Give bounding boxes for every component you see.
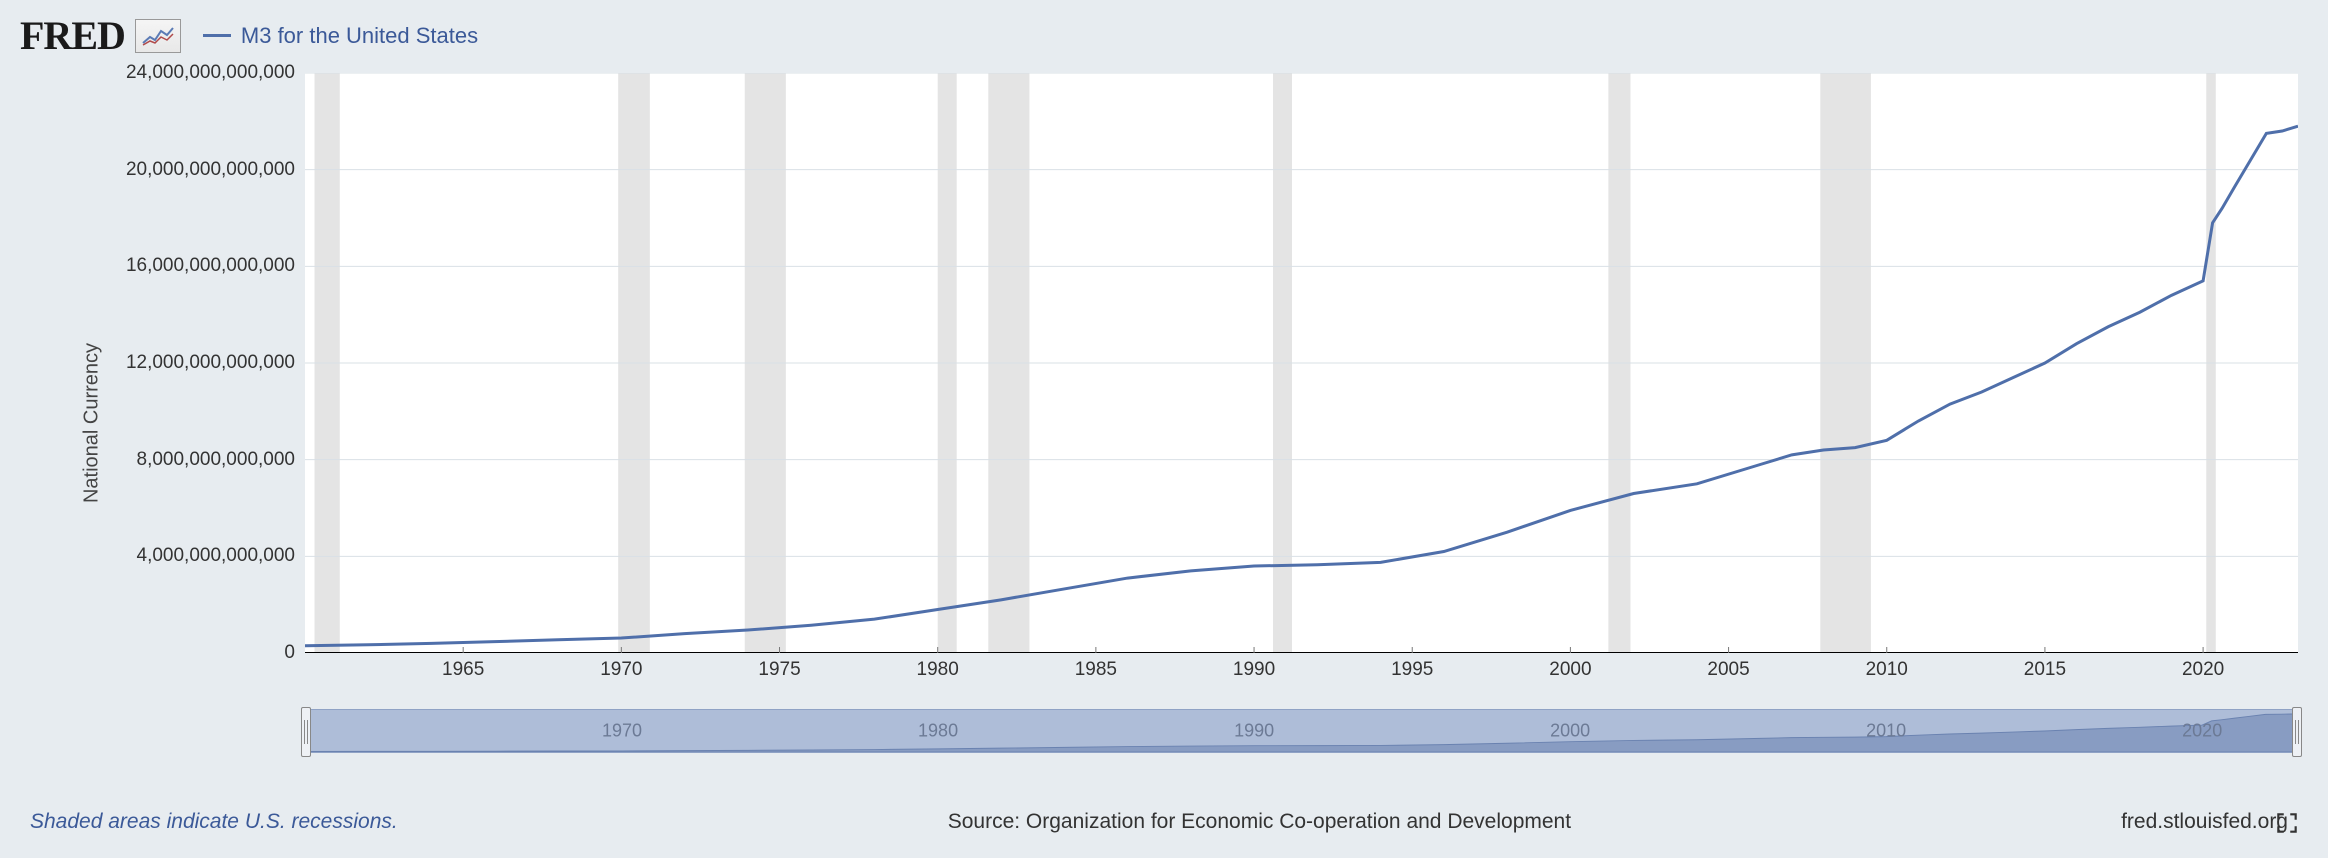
navigator-tick-label: 1970: [602, 721, 642, 742]
recession-note: Shaded areas indicate U.S. recessions.: [30, 810, 398, 834]
x-tick-label: 1965: [442, 659, 484, 681]
x-tick-label: 1975: [758, 659, 800, 681]
range-handle-right[interactable]: [2292, 707, 2302, 757]
x-tick-label: 2020: [2182, 659, 2224, 681]
x-tick-label: 1985: [1075, 659, 1117, 681]
x-tick-label: 2005: [1707, 659, 1749, 681]
x-tick-label: 2015: [2024, 659, 2066, 681]
navigator-tick-label: 2020: [2182, 721, 2222, 742]
x-tick-label: 1970: [600, 659, 642, 681]
y-tick-label: 12,000,000,000,000: [60, 352, 295, 374]
navigator-tick-label: 2010: [1866, 721, 1906, 742]
y-tick-label: 24,000,000,000,000: [60, 62, 295, 84]
fred-logo-chart-icon: [135, 19, 181, 53]
chart-footer: Shaded areas indicate U.S. recessions. S…: [30, 810, 2288, 834]
chart-header: FRED M3 for the United States: [0, 0, 2328, 67]
y-tick-label: 4,000,000,000,000: [60, 545, 295, 567]
legend-item[interactable]: M3 for the United States: [203, 23, 478, 49]
x-tick-label: 1990: [1233, 659, 1275, 681]
navigator-tick-label: 2000: [1550, 721, 1590, 742]
fullscreen-icon[interactable]: [2274, 810, 2300, 836]
legend-color-swatch: [203, 34, 231, 37]
navigator-tick-label: 1990: [1234, 721, 1274, 742]
range-handle-left[interactable]: [301, 707, 311, 757]
chart-svg: [305, 73, 2298, 653]
range-navigator[interactable]: 1970 1980 1990 2000 2010 2020: [305, 709, 2298, 753]
x-tick-label: 2010: [1866, 659, 1908, 681]
fred-logo-text: FRED: [20, 12, 125, 59]
x-tick-label: 1980: [917, 659, 959, 681]
chart-plot-area[interactable]: [305, 73, 2298, 653]
x-tick-label: 2000: [1549, 659, 1591, 681]
y-tick-label: 20,000,000,000,000: [60, 159, 295, 181]
y-axis-ticks: 04,000,000,000,0008,000,000,000,00012,00…: [60, 73, 295, 653]
x-tick-label: 1995: [1391, 659, 1433, 681]
source-label: Source: Organization for Economic Co-ope…: [948, 810, 1571, 834]
y-tick-label: 0: [60, 642, 295, 664]
y-tick-label: 16,000,000,000,000: [60, 255, 295, 277]
site-label: fred.stlouisfed.org: [2121, 810, 2288, 834]
legend-label: M3 for the United States: [241, 23, 478, 49]
y-tick-label: 8,000,000,000,000: [60, 449, 295, 471]
navigator-tick-label: 1980: [918, 721, 958, 742]
